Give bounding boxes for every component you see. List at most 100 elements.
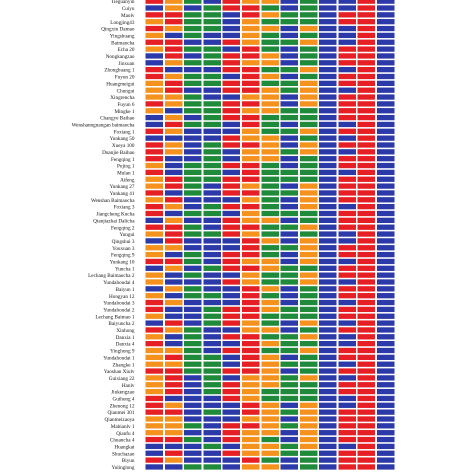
genotype-cell	[145, 265, 163, 271]
genotype-cell	[242, 436, 260, 443]
genotype-cell	[300, 368, 318, 374]
genotype-cell	[300, 341, 318, 347]
genotype-cell	[242, 402, 260, 408]
genotype-cell	[222, 265, 240, 271]
genotype-cell	[222, 101, 240, 107]
genotype-cell	[261, 382, 279, 388]
genotype-cell	[319, 108, 337, 114]
row-label: Guihong 4	[112, 397, 134, 403]
genotype-cell	[222, 128, 240, 134]
genotype-cell	[184, 176, 202, 182]
genotype-cell	[145, 409, 163, 415]
genotype-cell	[377, 80, 395, 86]
genotype-cell	[280, 197, 298, 203]
row-label: Nongkangzao	[106, 54, 135, 60]
genotype-cell	[165, 341, 183, 347]
genotype-cell	[338, 423, 356, 429]
genotype-cell	[242, 347, 260, 354]
genotype-cell	[203, 197, 221, 203]
genotype-cell	[145, 334, 163, 340]
genotype-cell	[280, 73, 298, 80]
genotype-cell	[377, 443, 395, 450]
genotype-cell	[357, 238, 375, 244]
genotype-cell	[280, 53, 298, 59]
genotype-cell	[203, 272, 221, 278]
genotype-cell	[338, 217, 356, 223]
genotype-cell	[338, 135, 356, 141]
genotype-cell	[300, 156, 318, 162]
genotype-cell	[280, 423, 298, 429]
genotype-cell	[165, 272, 183, 278]
genotype-cell	[222, 430, 240, 436]
genotype-cell	[184, 354, 202, 360]
genotype-cell	[203, 210, 221, 217]
genotype-cell	[242, 60, 260, 66]
genotype-cell	[242, 94, 260, 100]
genotype-cell	[261, 341, 279, 347]
genotype-cell	[319, 32, 337, 39]
genotype-cell	[319, 210, 337, 217]
genotype-cell	[203, 245, 221, 251]
genotype-cell	[165, 224, 183, 230]
genotype-cell	[357, 53, 375, 59]
genotype-cell	[145, 204, 163, 210]
genotype-cell	[165, 149, 183, 155]
genotype-cell	[377, 176, 395, 182]
genotype-cell	[338, 457, 356, 463]
genotype-cell	[184, 39, 202, 45]
genotype-cell	[300, 457, 318, 463]
genotype-cell	[184, 149, 202, 155]
genotype-cell	[300, 19, 318, 25]
genotype-cell	[203, 0, 221, 4]
genotype-cell	[261, 204, 279, 210]
genotype-cell	[222, 238, 240, 244]
genotype-cell	[377, 361, 395, 367]
genotype-cell	[338, 128, 356, 134]
genotype-cell	[377, 272, 395, 278]
genotype-cell	[280, 210, 298, 217]
genotype-cell	[261, 121, 279, 128]
genotype-cell	[357, 108, 375, 114]
genotype-cell	[261, 409, 279, 415]
genotype-cell	[222, 334, 240, 340]
genotype-cell	[357, 114, 375, 121]
genotype-cell	[242, 197, 260, 203]
row-label: Fengqing 1	[111, 157, 135, 163]
genotype-cell	[203, 224, 221, 230]
row-label: Fengqing 2	[111, 225, 135, 231]
genotype-cell	[184, 73, 202, 80]
row-label: Yinghong 9	[110, 349, 135, 355]
row-label: Lechang Baimao 1	[95, 314, 135, 320]
genotype-cell	[338, 464, 356, 470]
genotype-cell	[222, 457, 240, 463]
genotype-cell	[319, 204, 337, 210]
genotype-cell	[300, 149, 318, 155]
genotype-cell	[222, 142, 240, 148]
genotype-cell	[261, 416, 279, 422]
genotype-cell	[280, 204, 298, 210]
genotype-cell	[300, 87, 318, 93]
genotype-cell	[377, 306, 395, 313]
genotype-cell	[184, 60, 202, 66]
genotype-cell	[357, 313, 375, 319]
row-label: Cuiyu	[122, 6, 135, 12]
genotype-cell	[357, 73, 375, 80]
genotype-cell	[280, 121, 298, 128]
genotype-cell	[242, 313, 260, 319]
genotype-cell	[357, 293, 375, 299]
genotype-cell	[319, 313, 337, 319]
genotype-cell	[184, 169, 202, 176]
genotype-cell	[222, 251, 240, 258]
genotype-cell	[145, 279, 163, 285]
genotype-cell	[165, 416, 183, 422]
genotype-cell	[377, 204, 395, 210]
genotype-cell	[222, 464, 240, 470]
genotype-cell	[300, 197, 318, 203]
genotype-cell	[319, 94, 337, 100]
genotype-cell	[377, 265, 395, 271]
genotype-cell	[357, 0, 375, 4]
row-label: Yundahoudai 1	[103, 355, 135, 361]
row-label: Yungui	[120, 232, 136, 238]
genotype-cell	[300, 245, 318, 251]
genotype-cell	[319, 457, 337, 463]
